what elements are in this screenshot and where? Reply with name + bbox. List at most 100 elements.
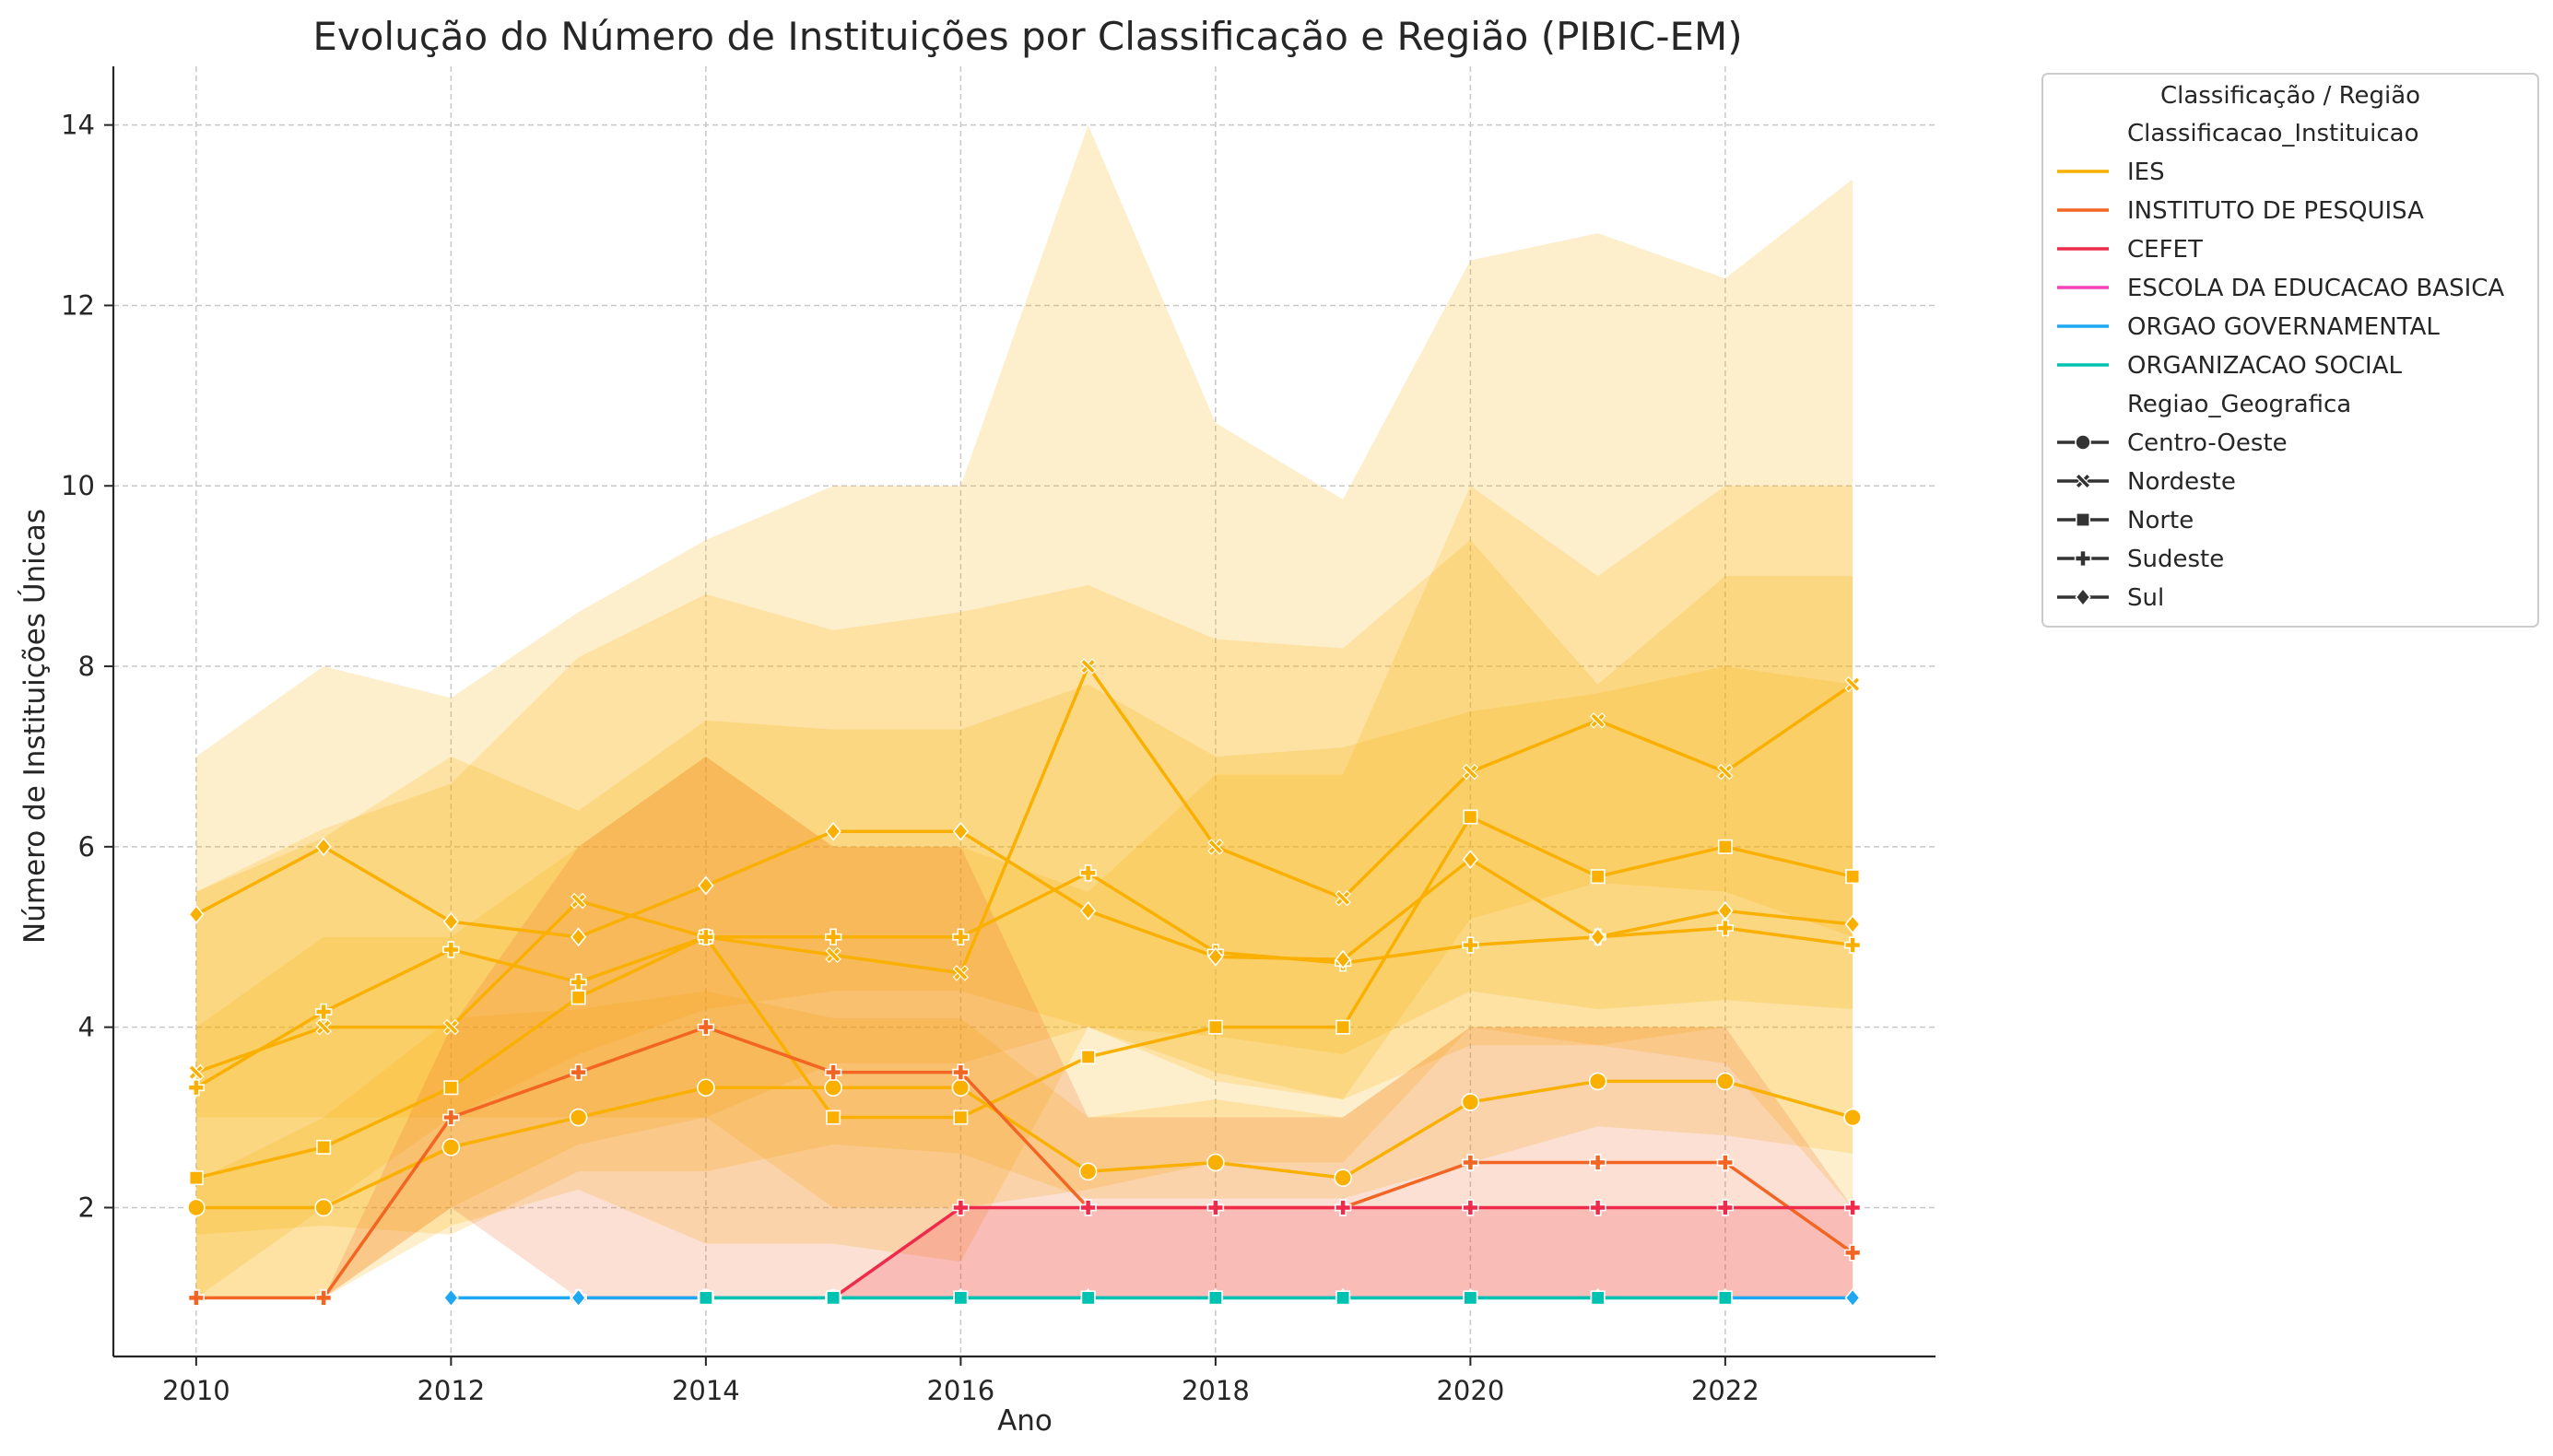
data-point-ies-norte	[826, 1110, 841, 1125]
data-point-ies-sul	[1589, 927, 1606, 947]
confidence-bands	[195, 124, 1853, 1298]
x-tick-label: 2010	[162, 1375, 230, 1406]
data-point-ies-sul	[1207, 946, 1224, 967]
data-point-ies-norte	[1463, 809, 1478, 825]
legend-frame	[2041, 73, 2539, 628]
data-point-ies-nordeste	[1079, 658, 1097, 675]
y-tick-label: 4	[78, 1012, 95, 1043]
data-point-ies-sudeste	[1843, 936, 1862, 954]
legend: Classificação / Região Classificacao_Inst…	[2041, 73, 2539, 628]
gridlines	[113, 66, 1935, 1356]
legend-entry-label: Nordeste	[2127, 468, 2236, 496]
marker-x-stroke	[825, 946, 841, 964]
data-point-ies-sul	[570, 927, 587, 947]
marker-x-stroke	[1079, 658, 1097, 675]
legend-marker	[2075, 587, 2091, 607]
data-point-ies-sul	[442, 911, 460, 932]
legend-entry-label: Sul	[2127, 584, 2164, 612]
legend-entry-label: Centro-Oeste	[2127, 429, 2288, 457]
marker-x-stroke	[1462, 763, 1479, 781]
x-tick-label: 2014	[672, 1375, 740, 1406]
data-point-cefet-sudeste	[1206, 1199, 1225, 1216]
x-tick-label: 2018	[1182, 1375, 1250, 1406]
marker-x-stroke	[1844, 675, 1861, 693]
data-point-orgao-governamental-sul	[570, 1287, 587, 1308]
series-line-ies-centro-oeste	[195, 1079, 1853, 1210]
legend-entry-label: ORGAO GOVERNAMENTAL	[2127, 313, 2440, 341]
data-point-instituto-de-pesquisa-sudeste	[952, 1063, 970, 1081]
data-point-ies-centro-oeste	[1588, 1072, 1607, 1091]
data-point-ies-norte	[1590, 869, 1606, 885]
y-tick-label: 12	[61, 289, 95, 321]
data-point-organizacao-social-norte	[826, 1290, 841, 1306]
marker-x-stroke	[188, 1063, 205, 1081]
data-point-ies-centro-oeste	[441, 1138, 461, 1157]
data-point-ies-sudeste	[314, 1003, 333, 1021]
data-point-ies-norte	[1717, 839, 1733, 854]
data-point-instituto-de-pesquisa-sudeste	[442, 1109, 460, 1126]
confidence-band	[195, 991, 1853, 1235]
data-point-ies-centro-oeste	[951, 1078, 971, 1098]
data-point-ies-sudeste	[187, 1079, 206, 1097]
data-point-ies-sul	[1717, 900, 1734, 921]
data-point-ies-norte	[1335, 1019, 1351, 1035]
legend-entry-label: INSTITUTO DE PESQUISA	[2127, 197, 2424, 225]
data-point-ies-centro-oeste	[1334, 1168, 1352, 1187]
axes: 2010 2012 2014 2016 2018 2020 2022 2 4 6 8 10 12 14	[61, 66, 1935, 1406]
series-markers	[187, 658, 1862, 1308]
data-point-ies-centro-oeste	[1461, 1093, 1480, 1111]
data-point-ies-sul	[1079, 900, 1097, 921]
legend-entry-label: IES	[2127, 159, 2165, 186]
data-point-organizacao-social-norte	[1463, 1290, 1478, 1306]
data-point-instituto-de-pesquisa-sudeste	[824, 1063, 842, 1081]
data-point-ies-norte	[443, 1080, 459, 1096]
legend-marker	[2075, 434, 2091, 451]
data-point-ies-sudeste	[1716, 919, 1735, 937]
y-tick-label: 8	[78, 651, 95, 682]
marker-x-stroke	[1589, 712, 1606, 729]
legend-entry-label: Sudeste	[2127, 546, 2224, 573]
series-line-instituto-de-pesquisa-sudeste	[195, 1025, 1854, 1300]
data-point-ies-nordeste	[570, 892, 587, 910]
data-point-ies-nordeste	[1844, 675, 1861, 693]
data-point-instituto-de-pesquisa-sudeste	[1462, 1154, 1479, 1171]
data-point-ies-nordeste	[315, 1018, 332, 1036]
data-point-ies-norte	[571, 990, 586, 1005]
data-point-ies-norte	[188, 1170, 204, 1186]
marker-x-stroke	[2075, 473, 2091, 489]
confidence-band	[195, 124, 1853, 1298]
data-point-instituto-de-pesquisa-sudeste	[1716, 1154, 1735, 1171]
data-point-organizacao-social-norte	[1207, 1290, 1223, 1306]
legend-hue-title: Classificacao_Instituicao	[2127, 120, 2419, 147]
data-point-ies-nordeste	[1462, 763, 1479, 781]
data-point-ies-nordeste	[188, 1063, 205, 1081]
x-tick-label: 2016	[926, 1375, 994, 1406]
data-point-cefet-sudeste	[1843, 1199, 1862, 1216]
data-point-orgao-governamental-sul	[442, 1287, 460, 1308]
data-point-instituto-de-pesquisa-sudeste	[187, 1289, 206, 1307]
data-point-ies-norte	[1207, 1019, 1223, 1035]
confidence-band	[833, 1207, 1853, 1298]
data-point-ies-norte	[1080, 1049, 1096, 1064]
y-tick-label: 10	[61, 470, 95, 501]
data-point-ies-centro-oeste	[187, 1198, 206, 1217]
chart-title: Evolução do Número de Instituições por C…	[312, 14, 1742, 59]
legend-entry-label: Norte	[2127, 507, 2194, 534]
data-point-ies-centro-oeste	[824, 1078, 842, 1098]
data-point-ies-nordeste	[1207, 839, 1224, 855]
data-point-organizacao-social-norte	[1590, 1290, 1606, 1306]
data-point-ies-sul	[315, 837, 332, 857]
confidence-band	[195, 666, 1853, 1118]
data-point-ies-nordeste	[825, 946, 841, 964]
marker-x-stroke	[1207, 839, 1224, 855]
data-point-ies-sudeste	[824, 928, 842, 945]
data-point-cefet-sudeste	[1462, 1199, 1479, 1216]
marker-x-stroke	[952, 965, 970, 981]
data-point-ies-sudeste	[952, 928, 970, 945]
data-point-organizacao-social-norte	[953, 1290, 969, 1306]
data-point-organizacao-social-norte	[1717, 1290, 1733, 1306]
series-line-ies-norte	[195, 815, 1853, 1180]
data-point-orgao-governamental-sul	[1844, 1287, 1861, 1308]
y-tick-label: 2	[78, 1192, 95, 1223]
